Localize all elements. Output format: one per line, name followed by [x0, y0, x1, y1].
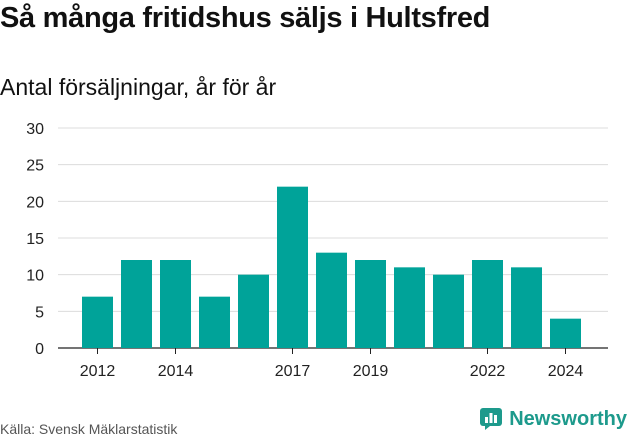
- bar-2013: [121, 260, 152, 348]
- bar-2023: [511, 267, 542, 348]
- bar-2017: [277, 186, 308, 348]
- x-tick-label: 2017: [275, 363, 311, 380]
- bar-2024: [550, 318, 581, 348]
- bar-chart: 0 5 10 15 20 25 30 2012 2014 2017 2019 2022 2024: [26, 121, 608, 380]
- bar-2019: [355, 260, 386, 348]
- y-tick-label: 15: [26, 231, 44, 248]
- bar-2021: [433, 274, 464, 348]
- bar-2016: [238, 274, 269, 348]
- x-tick-label: 2019: [353, 363, 389, 380]
- newsworthy-logo[interactable]: Newsworthy: [479, 407, 627, 431]
- x-tick-label: 2024: [548, 363, 584, 380]
- y-tick-label: 10: [26, 268, 44, 285]
- bar-2014: [160, 260, 191, 348]
- chart-subtitle: Antal försäljningar, år för år: [0, 74, 277, 100]
- newsworthy-logo-icon: [480, 408, 503, 430]
- y-tick-label: 30: [26, 121, 44, 138]
- x-tick-label: 2014: [158, 363, 194, 380]
- bar-2012: [82, 296, 113, 348]
- x-tick-label: 2012: [80, 363, 116, 380]
- x-tick-label: 2022: [470, 363, 506, 380]
- bar-2015: [199, 296, 230, 348]
- chart-title: Så många fritidshus säljs i Hultsfred: [0, 2, 491, 34]
- y-tick-label: 0: [35, 341, 44, 358]
- bar-2018: [316, 252, 347, 348]
- bar-2020: [394, 267, 425, 348]
- y-tick-label: 5: [35, 304, 44, 321]
- bar-2022: [472, 260, 503, 348]
- newsworthy-logo-text: Newsworthy: [509, 407, 627, 430]
- y-tick-label: 20: [26, 194, 44, 211]
- source-note: Källa: Svensk Mäklarstatistik: [0, 421, 178, 437]
- y-tick-label: 25: [26, 158, 44, 175]
